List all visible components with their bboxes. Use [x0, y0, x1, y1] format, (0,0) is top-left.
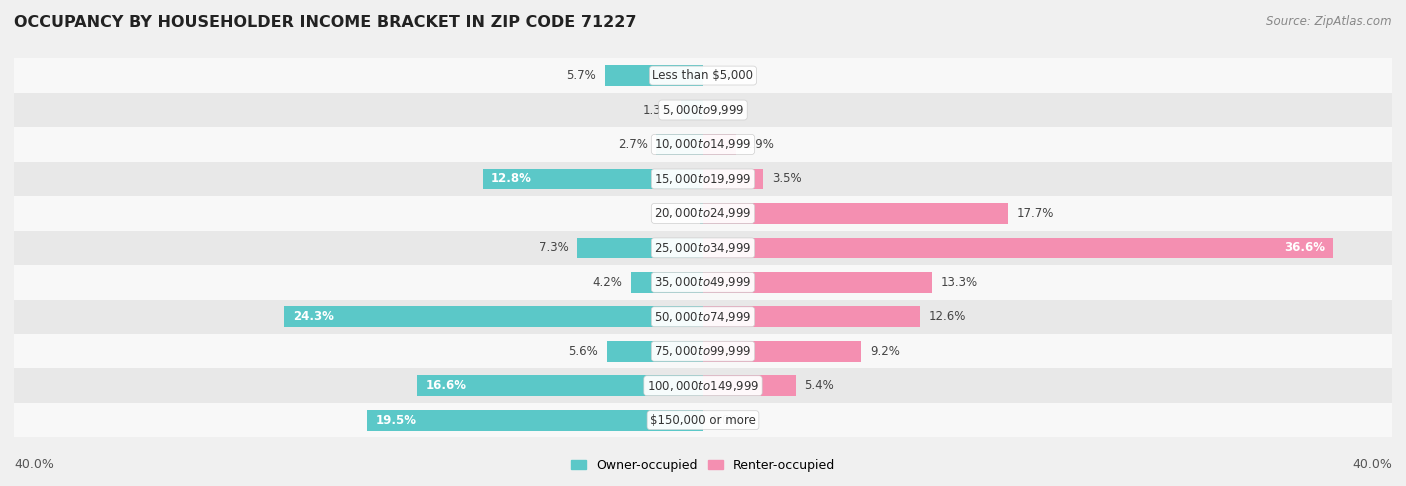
Text: 7.3%: 7.3%	[538, 242, 568, 254]
Text: 36.6%: 36.6%	[1284, 242, 1324, 254]
Text: $35,000 to $49,999: $35,000 to $49,999	[654, 276, 752, 289]
Text: 0.18%: 0.18%	[654, 207, 692, 220]
Text: $100,000 to $149,999: $100,000 to $149,999	[647, 379, 759, 393]
Bar	[703, 169, 763, 189]
Bar	[703, 375, 796, 396]
Text: 4.2%: 4.2%	[592, 276, 621, 289]
Text: 0.0%: 0.0%	[711, 104, 741, 117]
Bar	[578, 238, 703, 258]
Bar	[631, 272, 703, 293]
Bar	[657, 134, 703, 155]
Text: 5.6%: 5.6%	[568, 345, 598, 358]
Text: 17.7%: 17.7%	[1017, 207, 1054, 220]
Text: 13.3%: 13.3%	[941, 276, 977, 289]
Bar	[703, 238, 1333, 258]
Text: OCCUPANCY BY HOUSEHOLDER INCOME BRACKET IN ZIP CODE 71227: OCCUPANCY BY HOUSEHOLDER INCOME BRACKET …	[14, 15, 637, 30]
Bar	[606, 341, 703, 362]
Bar	[703, 203, 1008, 224]
Text: 5.4%: 5.4%	[804, 379, 834, 392]
Bar	[14, 299, 1392, 334]
Text: Less than $5,000: Less than $5,000	[652, 69, 754, 82]
Bar	[482, 169, 703, 189]
Bar	[14, 58, 1392, 93]
Bar	[367, 410, 703, 431]
Text: 1.9%: 1.9%	[744, 138, 775, 151]
Text: $20,000 to $24,999: $20,000 to $24,999	[654, 207, 752, 220]
Bar	[14, 231, 1392, 265]
Bar	[14, 334, 1392, 368]
Bar	[14, 403, 1392, 437]
Text: 0.0%: 0.0%	[711, 69, 741, 82]
Text: 3.5%: 3.5%	[772, 173, 801, 186]
Legend: Owner-occupied, Renter-occupied: Owner-occupied, Renter-occupied	[567, 453, 839, 477]
Text: $5,000 to $9,999: $5,000 to $9,999	[662, 103, 744, 117]
Text: $10,000 to $14,999: $10,000 to $14,999	[654, 138, 752, 152]
Bar	[681, 100, 703, 121]
Text: 0.0%: 0.0%	[711, 414, 741, 427]
Text: 12.8%: 12.8%	[491, 173, 531, 186]
Bar	[700, 203, 703, 224]
Text: 2.7%: 2.7%	[619, 138, 648, 151]
Bar	[14, 368, 1392, 403]
Text: 5.7%: 5.7%	[567, 69, 596, 82]
Text: 24.3%: 24.3%	[292, 310, 335, 323]
Text: $25,000 to $34,999: $25,000 to $34,999	[654, 241, 752, 255]
Bar	[14, 93, 1392, 127]
Bar	[14, 162, 1392, 196]
Text: 16.6%: 16.6%	[426, 379, 467, 392]
Text: 1.3%: 1.3%	[643, 104, 672, 117]
Bar	[703, 341, 862, 362]
Text: 12.6%: 12.6%	[928, 310, 966, 323]
Bar	[703, 272, 932, 293]
Bar	[14, 265, 1392, 299]
Bar	[284, 307, 703, 327]
Text: Source: ZipAtlas.com: Source: ZipAtlas.com	[1267, 15, 1392, 28]
Text: $50,000 to $74,999: $50,000 to $74,999	[654, 310, 752, 324]
Bar	[14, 127, 1392, 162]
Text: 40.0%: 40.0%	[1353, 458, 1392, 471]
Text: 19.5%: 19.5%	[375, 414, 416, 427]
Text: $75,000 to $99,999: $75,000 to $99,999	[654, 344, 752, 358]
Bar	[418, 375, 703, 396]
Text: $15,000 to $19,999: $15,000 to $19,999	[654, 172, 752, 186]
Bar	[605, 65, 703, 86]
Bar	[703, 134, 735, 155]
Bar	[14, 196, 1392, 231]
Bar	[703, 307, 920, 327]
Text: $150,000 or more: $150,000 or more	[650, 414, 756, 427]
Text: 9.2%: 9.2%	[870, 345, 900, 358]
Text: 40.0%: 40.0%	[14, 458, 53, 471]
